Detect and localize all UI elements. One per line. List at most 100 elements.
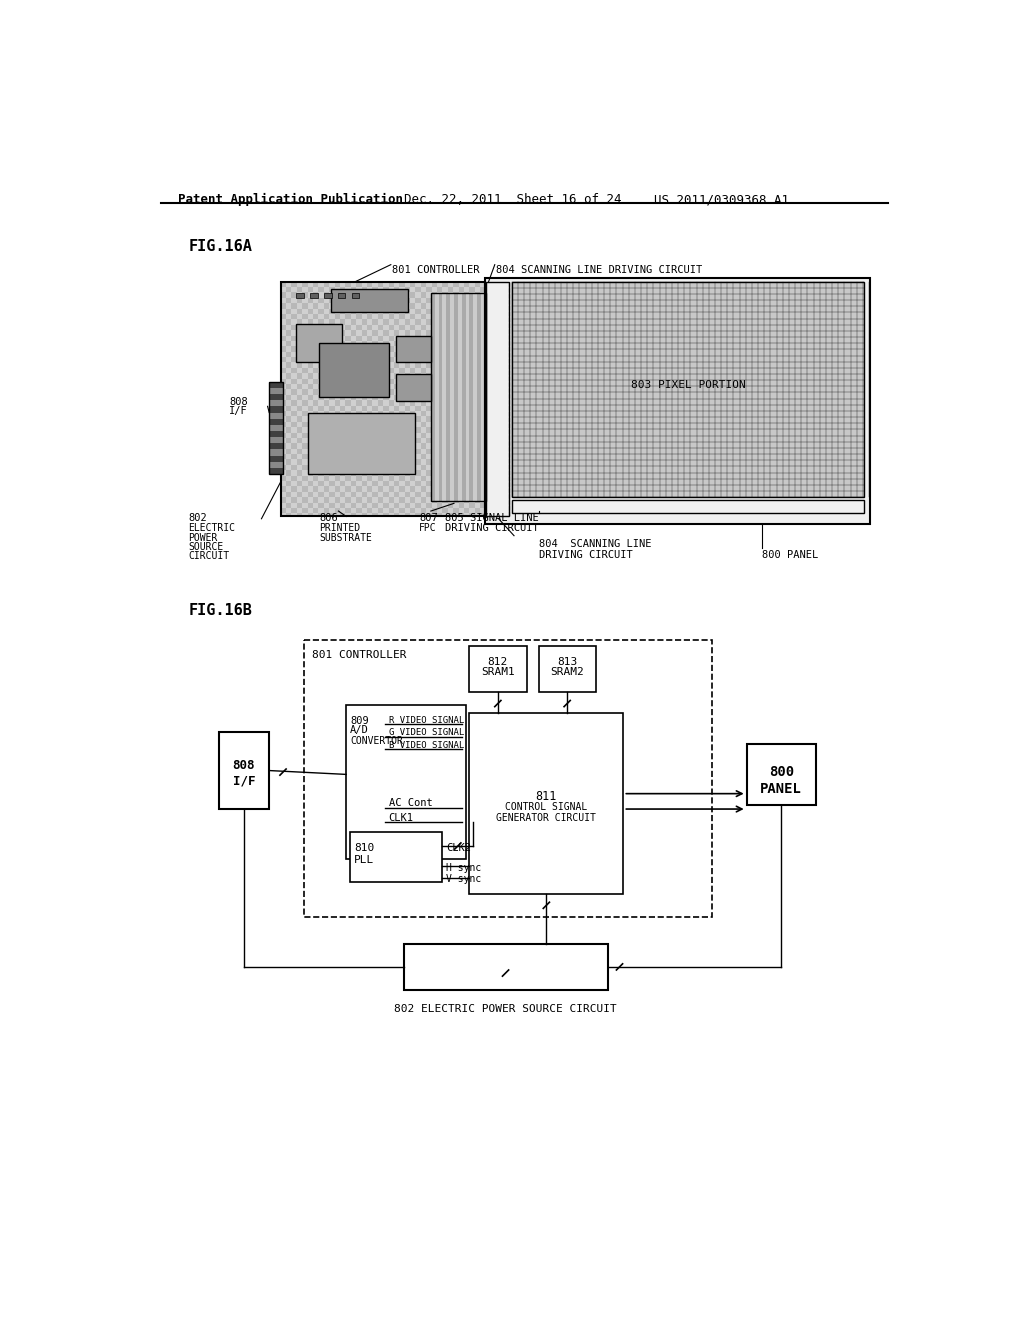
- Bar: [416, 281, 421, 286]
- Bar: [335, 319, 340, 325]
- Bar: [286, 513, 292, 516]
- Bar: [378, 346, 383, 351]
- Bar: [394, 470, 399, 475]
- Bar: [367, 384, 373, 389]
- Bar: [302, 428, 307, 433]
- Bar: [356, 400, 361, 405]
- Bar: [269, 437, 283, 444]
- Bar: [302, 281, 307, 286]
- Bar: [297, 351, 302, 358]
- Bar: [361, 384, 367, 389]
- Bar: [383, 405, 388, 411]
- Bar: [367, 319, 373, 325]
- Bar: [410, 487, 416, 492]
- Text: POWER: POWER: [188, 533, 218, 543]
- Bar: [404, 438, 410, 444]
- Bar: [437, 298, 442, 304]
- Bar: [361, 498, 367, 503]
- Bar: [307, 363, 313, 368]
- Text: H sync: H sync: [446, 863, 481, 873]
- Bar: [345, 492, 351, 498]
- Bar: [281, 335, 286, 341]
- Bar: [745, 499, 752, 513]
- Bar: [302, 319, 307, 325]
- Bar: [437, 286, 442, 293]
- Bar: [281, 351, 286, 358]
- Bar: [442, 309, 447, 314]
- Bar: [345, 335, 351, 341]
- Bar: [464, 444, 469, 449]
- Bar: [367, 281, 373, 286]
- Bar: [313, 358, 318, 363]
- Bar: [356, 422, 361, 428]
- Bar: [373, 330, 378, 335]
- Bar: [475, 286, 480, 293]
- Bar: [373, 374, 378, 379]
- Bar: [485, 411, 509, 416]
- Bar: [307, 454, 313, 459]
- Bar: [475, 416, 480, 422]
- Bar: [459, 433, 464, 438]
- Bar: [442, 341, 447, 346]
- Bar: [297, 309, 302, 314]
- Bar: [378, 433, 383, 438]
- Bar: [302, 405, 307, 411]
- Bar: [378, 395, 383, 400]
- Bar: [335, 358, 340, 363]
- Bar: [464, 309, 469, 314]
- Bar: [373, 416, 378, 422]
- Bar: [373, 438, 378, 444]
- Bar: [586, 499, 592, 513]
- Bar: [307, 384, 313, 389]
- Bar: [442, 400, 447, 405]
- Bar: [281, 395, 286, 400]
- Bar: [426, 384, 432, 389]
- Bar: [416, 314, 421, 319]
- Bar: [447, 389, 454, 395]
- Bar: [388, 449, 394, 454]
- Bar: [426, 293, 432, 298]
- Bar: [426, 325, 432, 330]
- Bar: [469, 293, 475, 298]
- Bar: [394, 319, 399, 325]
- Bar: [324, 346, 330, 351]
- Bar: [475, 433, 480, 438]
- Bar: [845, 499, 851, 513]
- Bar: [454, 341, 459, 346]
- Bar: [388, 309, 394, 314]
- Bar: [432, 465, 437, 470]
- Bar: [475, 314, 480, 319]
- Bar: [442, 351, 447, 358]
- Bar: [475, 405, 480, 411]
- Bar: [340, 325, 345, 330]
- Bar: [432, 433, 437, 438]
- Bar: [324, 465, 330, 470]
- Bar: [281, 281, 484, 516]
- Bar: [297, 492, 302, 498]
- Bar: [394, 411, 399, 416]
- Bar: [432, 358, 437, 363]
- Bar: [485, 281, 509, 286]
- Bar: [388, 325, 394, 330]
- Bar: [351, 335, 356, 341]
- Bar: [324, 480, 330, 486]
- Bar: [410, 492, 416, 498]
- Bar: [421, 281, 426, 286]
- Bar: [399, 433, 404, 438]
- Bar: [426, 438, 432, 444]
- Bar: [340, 304, 345, 309]
- Bar: [416, 293, 421, 298]
- Bar: [345, 444, 351, 449]
- Bar: [447, 298, 454, 304]
- Bar: [313, 487, 318, 492]
- Bar: [469, 713, 624, 894]
- Bar: [410, 416, 416, 422]
- Bar: [454, 293, 459, 298]
- Bar: [480, 281, 484, 286]
- Text: 812: 812: [487, 656, 508, 667]
- Bar: [399, 281, 404, 286]
- Bar: [394, 498, 399, 503]
- Bar: [302, 454, 307, 459]
- Bar: [324, 384, 330, 389]
- Bar: [302, 298, 307, 304]
